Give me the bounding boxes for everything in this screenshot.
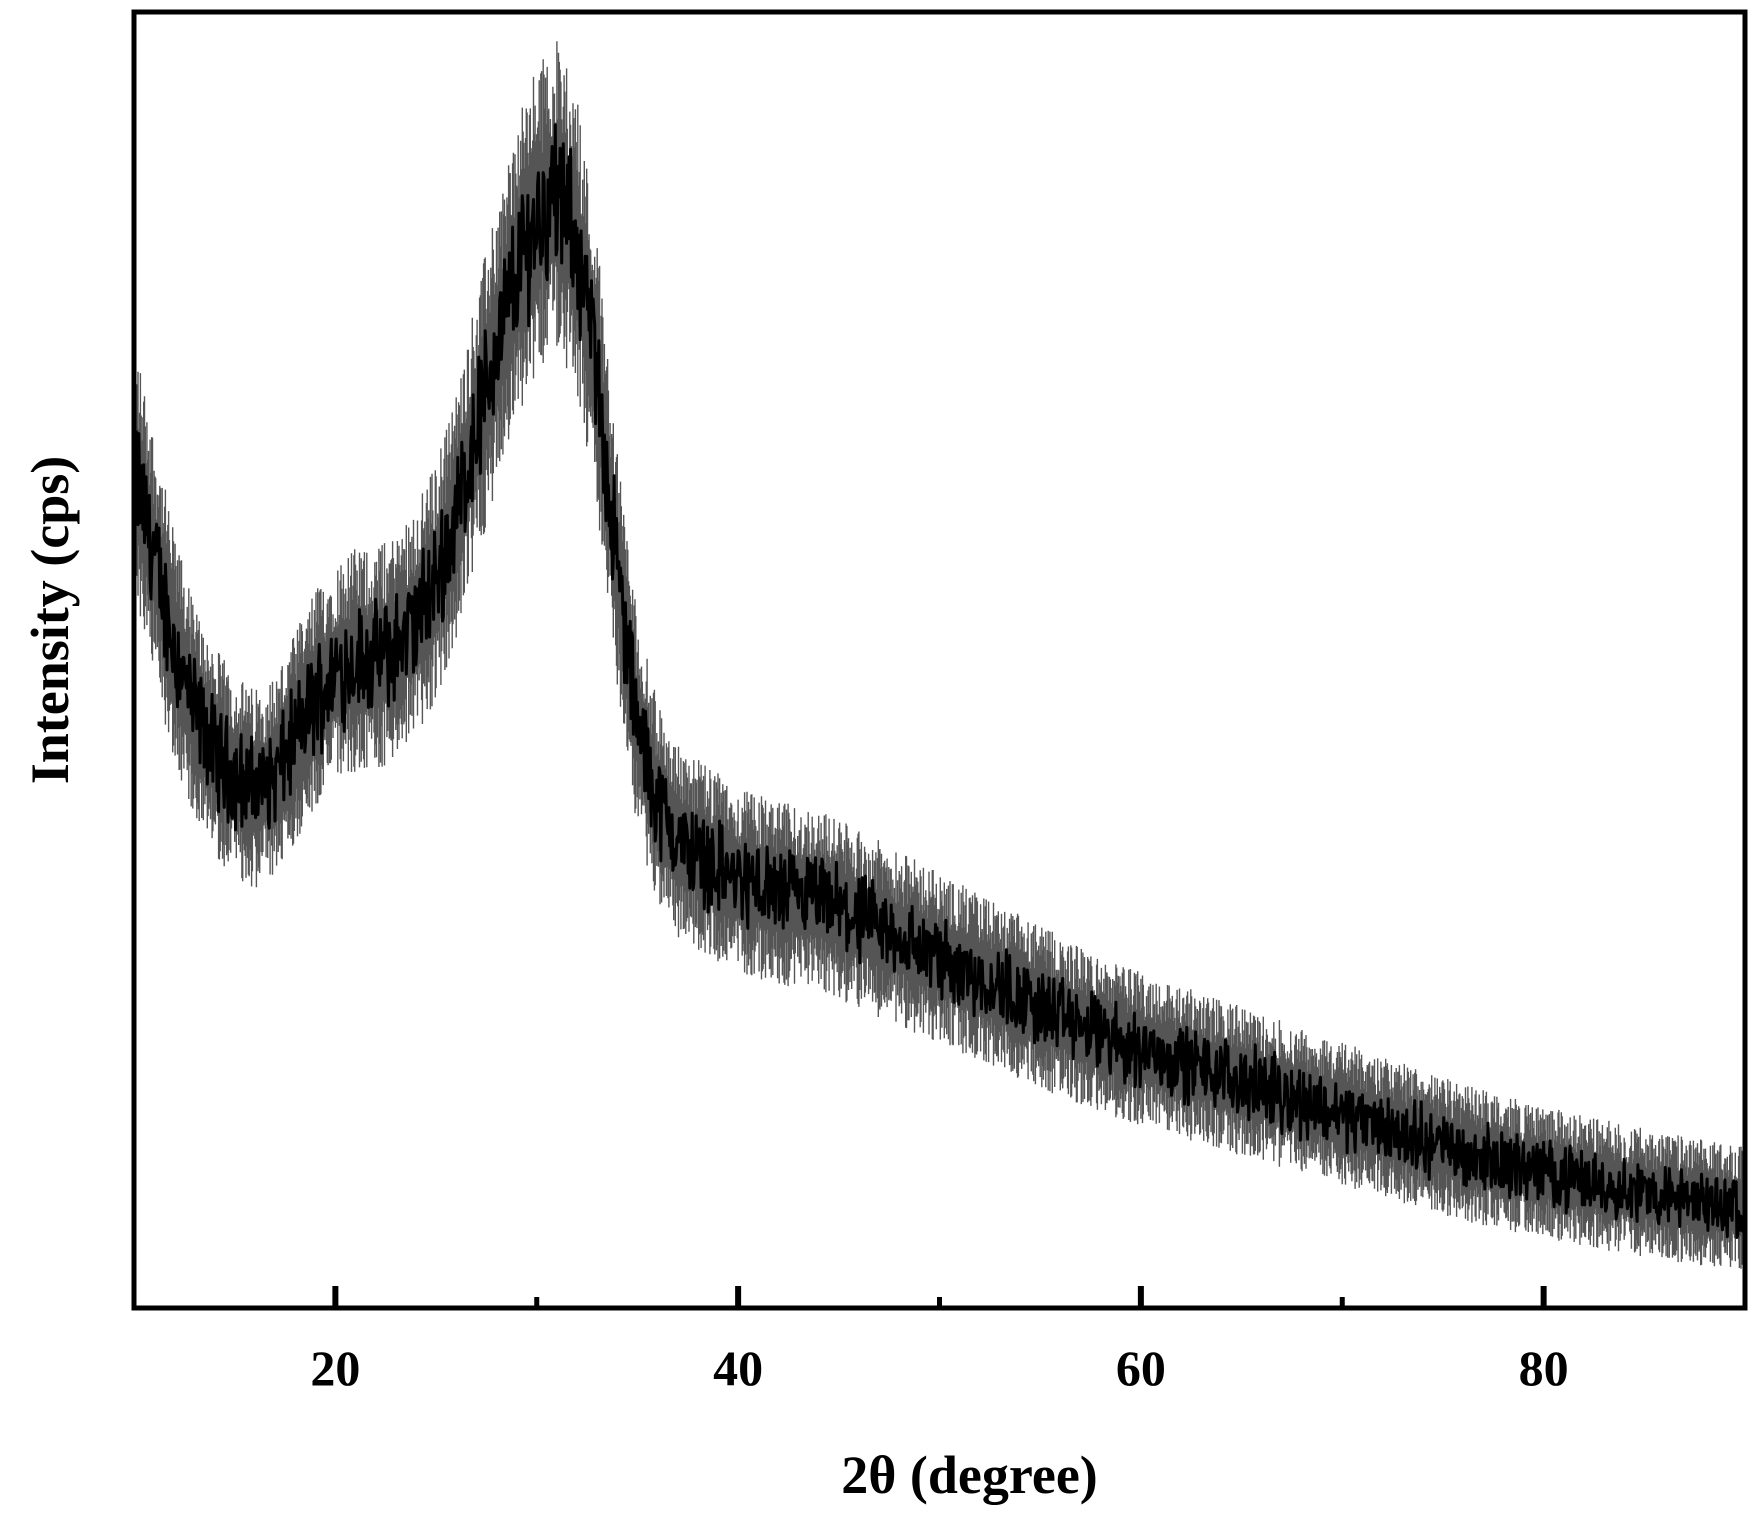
tick-group [332, 1286, 1547, 1308]
x-axis-label: 2θ (degree) [841, 1445, 1098, 1505]
y-axis-label: Intensity (cps) [20, 456, 80, 785]
x-tick-label: 40 [713, 1340, 763, 1396]
tick-label-group: 20 40 60 80 [310, 1340, 1568, 1396]
series-group [132, 123, 1747, 1239]
x-tick-label: 80 [1519, 1340, 1569, 1396]
series-line [132, 123, 1747, 1239]
x-tick-label: 60 [1116, 1340, 1166, 1396]
x-tick-label: 20 [310, 1340, 360, 1396]
